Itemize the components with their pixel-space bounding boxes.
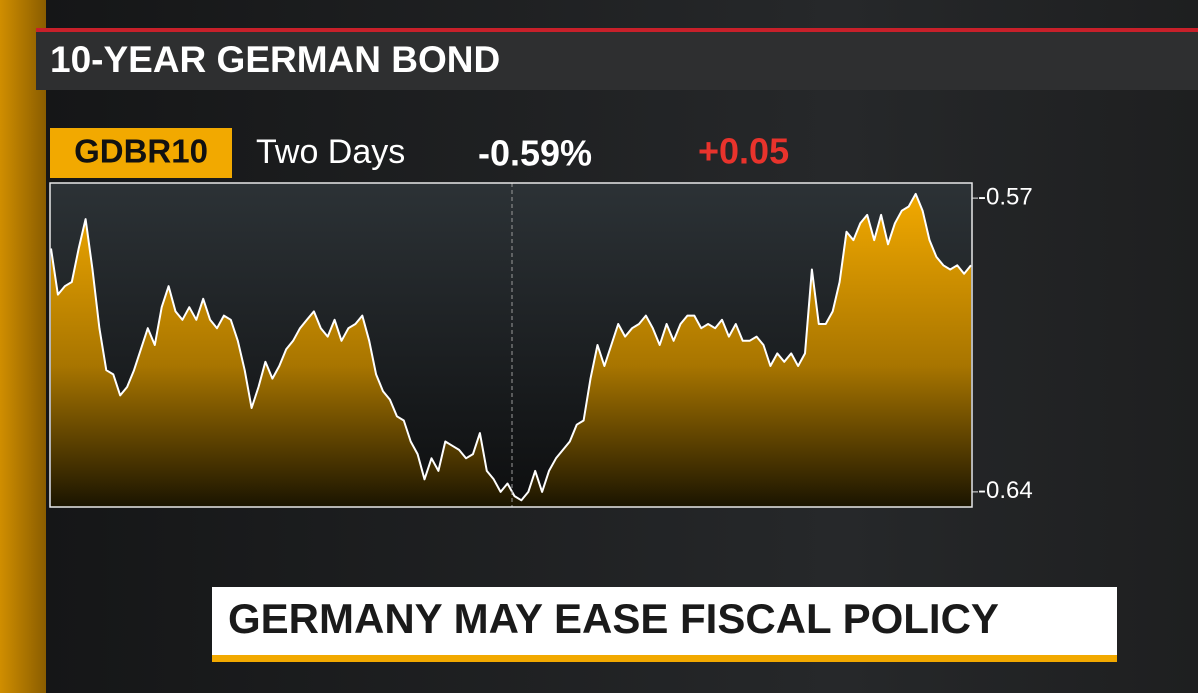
headline-underline	[212, 655, 1117, 662]
ticker-box	[50, 128, 232, 178]
chart-title: 10-YEAR GERMAN BOND	[50, 39, 500, 80]
headline-box	[212, 587, 1117, 656]
area	[51, 193, 971, 507]
line	[50, 192, 972, 502]
y-tick-label: -0.64	[978, 477, 1033, 504]
red-rule	[36, 28, 1198, 32]
title-bar	[36, 32, 1198, 90]
y-tick-label: -0.57	[978, 183, 1033, 210]
ticker: GDBR10	[74, 133, 208, 170]
headline: GERMANY MAY EASE FISCAL POLICY	[228, 595, 999, 642]
plot	[50, 192, 972, 507]
change: +0.05	[698, 131, 789, 172]
side-bar	[0, 0, 46, 693]
last-value: -0.59%	[478, 133, 592, 174]
plot-frame	[49, 182, 973, 508]
period: Two Days	[256, 133, 405, 171]
